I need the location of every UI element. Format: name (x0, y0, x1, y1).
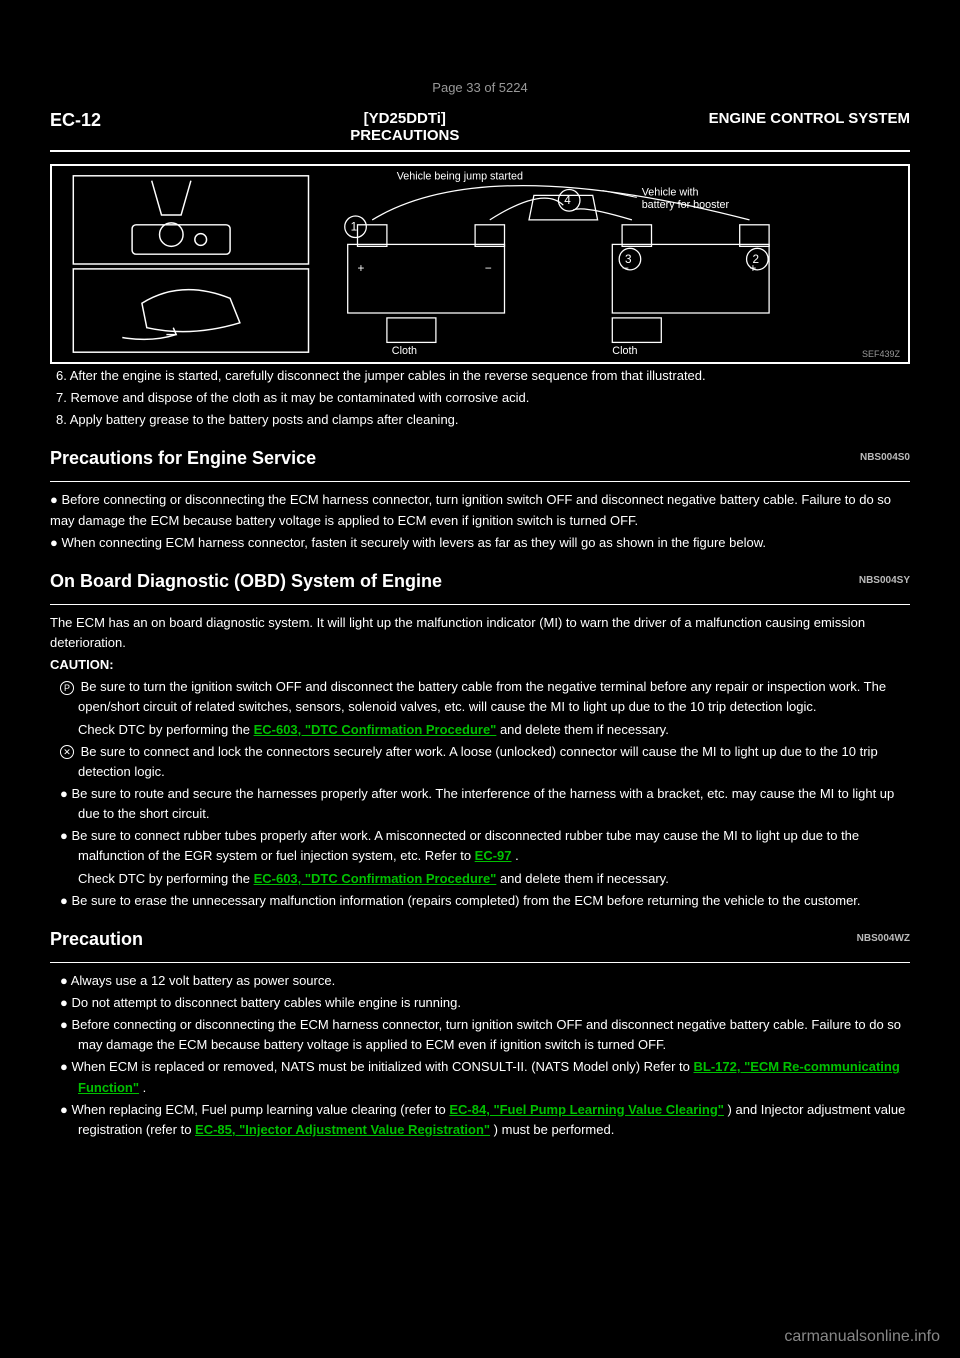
section-obd-title: On Board Diagnostic (OBD) System of Engi… (50, 571, 910, 592)
s3-item-0: ● Always use a 12 volt battery as power … (50, 971, 910, 991)
section-engine-service-title: Precautions for Engine Service NBS004S0 (50, 448, 910, 469)
section-divider (50, 481, 910, 482)
fig-label-top: Vehicle being jump started (397, 171, 523, 183)
section-divider (50, 604, 910, 605)
link-ec84[interactable]: EC-84, "Fuel Pump Learning Value Clearin… (449, 1102, 724, 1117)
no-consult-icon: ✕ (60, 745, 74, 759)
svg-text:1: 1 (351, 221, 358, 234)
link-ec85[interactable]: EC-85, "Injector Adjustment Value Regist… (195, 1122, 490, 1137)
page-label: EC-12 (50, 110, 101, 131)
s3-item-1: ● Do not attempt to disconnect battery c… (50, 993, 910, 1013)
watermark: carmanualsonline.info (784, 1328, 940, 1346)
header-row: EC-12 [YD25DDTi] PRECAUTIONS ENGINE CONT… (50, 110, 910, 144)
s2-item-1b: Check DTC by performing the EC-603, "DTC… (50, 720, 910, 740)
section-title-text: Precautions for Engine Service (50, 448, 316, 468)
s3-item-4: ● When replacing ECM, Fuel pump learning… (50, 1100, 910, 1140)
s2-item-2e: ● Be sure to erase the unnecessary malfu… (50, 891, 910, 911)
fig-label-cloth-left: Cloth (392, 345, 417, 357)
svg-text:−: − (485, 262, 492, 275)
header-divider (50, 150, 910, 152)
s2-item-2: ✕ Be sure to connect and lock the connec… (50, 742, 910, 782)
s1-body-2: ● When connecting ECM harness connector,… (50, 533, 910, 553)
page-number: Page 33 of 5224 (432, 80, 527, 95)
link-ec97[interactable]: EC-97 (475, 848, 512, 863)
svg-text:4: 4 (564, 194, 571, 207)
section-ref-code: NBS004WZ (857, 933, 910, 944)
fig-label-cloth-right: Cloth (612, 345, 637, 357)
s3-item-3: ● When ECM is replaced or removed, NATS … (50, 1057, 910, 1097)
step-8: 8. Apply battery grease to the battery p… (50, 410, 910, 430)
section-divider (50, 962, 910, 963)
s2-item-1: P Be sure to turn the ignition switch OF… (50, 677, 910, 717)
section-ref-code: NBS004SY (859, 575, 910, 586)
figure-reference: SEF439Z (862, 349, 900, 359)
s3-item-2: ● Before connecting or disconnecting the… (50, 1015, 910, 1055)
link-ec603-a[interactable]: EC-603, "DTC Confirmation Procedure" (254, 722, 497, 737)
jump-start-figure: 1 4 3 2 + − − + Vehicle being jump start… (50, 164, 910, 364)
svg-text:−: − (622, 262, 629, 275)
svg-text:+: + (358, 262, 365, 275)
s2-item-2c: ● Be sure to connect rubber tubes proper… (50, 826, 910, 866)
s2-item-2d: Check DTC by performing the EC-603, "DTC… (50, 869, 910, 889)
s1-body-1: ● Before connecting or disconnecting the… (50, 490, 910, 530)
caution-label: CAUTION: (50, 655, 910, 675)
fig-label-booster2: battery for booster (642, 199, 730, 211)
link-ec603-b[interactable]: EC-603, "DTC Confirmation Procedure" (254, 871, 497, 886)
section-title-text: Precaution (50, 929, 143, 949)
consult-icon: P (60, 681, 74, 695)
step-6: 6. After the engine is started, carefull… (50, 366, 910, 386)
step-7: 7. Remove and dispose of the cloth as it… (50, 388, 910, 408)
section-ref-code: NBS004S0 (860, 452, 910, 463)
header-vehicle: [YD25DDTi] (350, 110, 459, 127)
svg-text:+: + (750, 262, 757, 275)
s2-item-2b: ● Be sure to route and secure the harnes… (50, 784, 910, 824)
s2-intro: The ECM has an on board diagnostic syste… (50, 613, 910, 653)
header-section: PRECAUTIONS (350, 127, 459, 144)
section-precaution-title: Precaution NBS004WZ (50, 929, 910, 950)
fig-label-booster1: Vehicle with (642, 186, 699, 198)
header-system: ENGINE CONTROL SYSTEM (709, 110, 910, 127)
section-title-text: On Board Diagnostic (OBD) System of Engi… (50, 571, 442, 591)
